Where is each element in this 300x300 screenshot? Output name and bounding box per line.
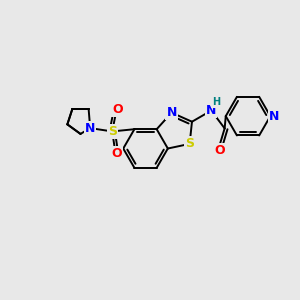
Text: O: O <box>112 103 122 116</box>
Text: H: H <box>212 97 220 107</box>
Text: N: N <box>206 104 217 117</box>
Text: N: N <box>269 110 279 123</box>
Text: S: S <box>185 137 194 150</box>
Text: S: S <box>108 125 117 138</box>
Text: N: N <box>167 106 177 119</box>
Text: O: O <box>111 147 122 160</box>
Text: N: N <box>85 122 95 135</box>
Text: O: O <box>214 144 224 157</box>
